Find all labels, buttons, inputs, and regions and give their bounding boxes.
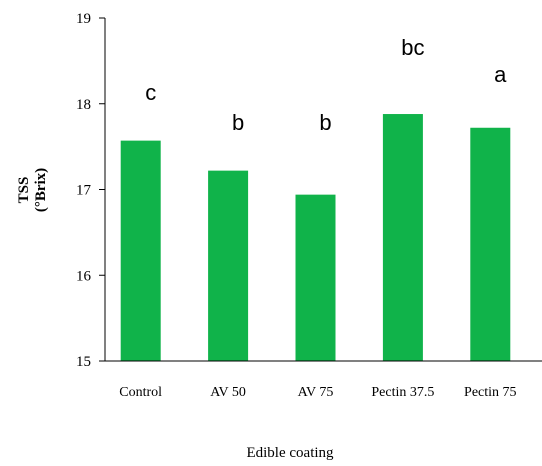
significance-letter: c: [145, 80, 156, 105]
y-tick-label: 18: [76, 97, 91, 113]
significance-letter: b: [319, 110, 331, 135]
y-axis-label: TSS (°Brix): [16, 168, 49, 212]
category-label: Control: [119, 385, 162, 400]
y-axis-ticks: 15 16 17 18 19: [76, 11, 105, 370]
y-axis-label-line2: (°Brix): [33, 168, 49, 212]
bar-annotations: c b b bc a: [145, 35, 507, 135]
bar: [295, 194, 336, 361]
category-label: AV 75: [298, 385, 334, 400]
category-label: Pectin 37.5: [371, 385, 434, 400]
significance-letter: bc: [401, 35, 424, 60]
y-tick-label: 17: [76, 183, 92, 199]
bar: [470, 127, 511, 361]
bar: [208, 170, 249, 361]
y-tick-label: 15: [76, 354, 91, 370]
y-tick-label: 19: [76, 11, 91, 27]
y-axis-label-line1: TSS: [16, 177, 32, 204]
significance-letter: b: [232, 110, 244, 135]
bar: [382, 114, 423, 361]
category-labels: Control AV 50 AV 75 Pectin 37.5 Pectin 75: [119, 385, 516, 400]
y-tick-label: 16: [76, 268, 92, 284]
x-axis-label: Edible coating: [246, 445, 334, 461]
bars: [120, 114, 511, 361]
category-label: Pectin 75: [464, 385, 517, 400]
significance-letter: a: [494, 62, 507, 87]
bar: [120, 140, 161, 361]
category-label: AV 50: [210, 385, 246, 400]
